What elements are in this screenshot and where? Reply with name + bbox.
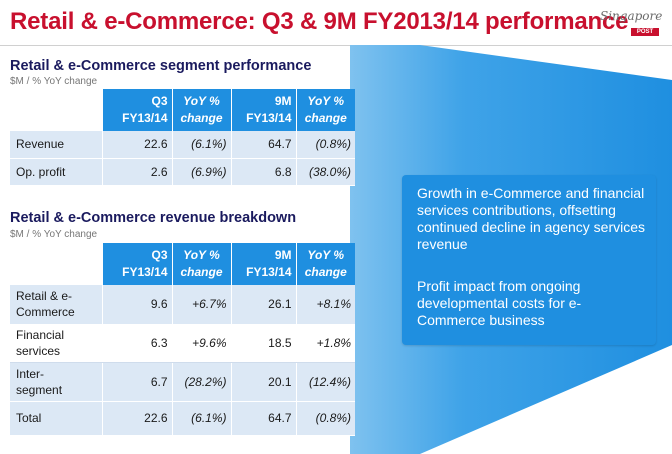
9m-yoy-value: +1.8% xyxy=(296,324,355,363)
column-header-q3: Q3 FY13/14 xyxy=(102,89,173,131)
row-label-line: Financial xyxy=(16,328,65,342)
header-blank-cell xyxy=(10,243,103,285)
column-header-line: FY13/14 xyxy=(122,265,168,279)
9m-yoy-value: (0.8%) xyxy=(296,131,355,159)
9m-yoy-value: (38.0%) xyxy=(296,158,355,186)
breakdown-section-title: Retail & e-Commerce revenue breakdown xyxy=(10,210,297,226)
title-divider xyxy=(0,45,672,46)
row-label: Total xyxy=(10,401,103,436)
q3-value: 22.6 xyxy=(102,401,173,436)
revenue-breakdown-table: Q3 FY13/14 YoY % change 9M FY13/14 YoY %… xyxy=(10,243,355,436)
q3-yoy-value: (6.9%) xyxy=(172,158,232,186)
9m-value: 64.7 xyxy=(231,131,297,159)
column-header-line: 9M xyxy=(274,94,292,108)
q3-value: 6.3 xyxy=(102,324,173,363)
column-header-line: change xyxy=(304,111,347,125)
column-header-line: YoY % xyxy=(307,248,345,262)
9m-yoy-value: (0.8%) xyxy=(296,401,355,436)
q3-yoy-value: +6.7% xyxy=(172,285,232,325)
singpost-logo: Singapore POST xyxy=(598,7,664,41)
column-header-line: change xyxy=(180,111,223,125)
segment-section-subtitle: $M / % YoY change xyxy=(10,76,98,87)
table-header-row: Q3 FY13/14 YoY % change 9M FY13/14 YoY %… xyxy=(10,89,355,131)
table-header-row: Q3 FY13/14 YoY % change 9M FY13/14 YoY %… xyxy=(10,243,355,285)
logo-post-badge: POST xyxy=(631,28,659,36)
table-row: Total 22.6 (6.1%) 64.7 (0.8%) xyxy=(10,401,355,436)
callout-paragraph-growth: Growth in e-Commerce and financial servi… xyxy=(417,185,646,252)
9m-value: 20.1 xyxy=(231,362,297,402)
column-header-9m: 9M FY13/14 xyxy=(231,243,297,285)
q3-value: 6.7 xyxy=(102,362,173,402)
column-header-q3-yoy: YoY % change xyxy=(172,89,232,131)
row-label-line: Commerce xyxy=(16,305,75,320)
table-row: Inter- segment 6.7 (28.2%) 20.1 (12.4%) xyxy=(10,362,355,402)
9m-yoy-value: (12.4%) xyxy=(296,362,355,402)
column-header-line: YoY % xyxy=(307,94,345,108)
9m-yoy-value: +8.1% xyxy=(296,285,355,325)
page-title: Retail & e-Commerce: Q3 & 9M FY2013/14 p… xyxy=(10,8,629,35)
9m-value: 64.7 xyxy=(231,401,297,436)
row-label-line: segment xyxy=(16,382,63,397)
column-header-9m: 9M FY13/14 xyxy=(231,89,297,131)
9m-value: 6.8 xyxy=(231,158,297,186)
row-label: Retail & e- Commerce xyxy=(10,285,103,325)
column-header-line: FY13/14 xyxy=(246,111,292,125)
column-header-line: YoY % xyxy=(183,248,220,262)
column-header-line: Q3 xyxy=(151,248,168,262)
q3-value: 2.6 xyxy=(102,158,173,186)
row-label-line: Retail & e- xyxy=(16,289,73,304)
header-blank-cell xyxy=(10,89,103,131)
row-label: Op. profit xyxy=(10,158,103,186)
column-header-line: YoY % xyxy=(183,94,220,108)
table-row: Retail & e- Commerce 9.6 +6.7% 26.1 +8.1… xyxy=(10,285,355,325)
row-label-line: Inter- xyxy=(16,366,45,381)
column-header-q3-yoy: YoY % change xyxy=(172,243,232,285)
column-header-q3: Q3 FY13/14 xyxy=(102,243,173,285)
column-header-line: FY13/14 xyxy=(246,265,292,279)
9m-value: 18.5 xyxy=(231,324,297,363)
column-header-line: 9M xyxy=(274,248,292,262)
row-label: Revenue xyxy=(10,131,103,159)
row-label: Inter- segment xyxy=(10,362,103,402)
q3-yoy-value: (28.2%) xyxy=(172,362,232,402)
q3-yoy-value: (6.1%) xyxy=(172,401,232,436)
segment-section-title: Retail & e-Commerce segment performance xyxy=(10,58,312,74)
breakdown-section-subtitle: $M / % YoY change xyxy=(10,229,98,240)
9m-value: 26.1 xyxy=(231,285,297,325)
column-header-9m-yoy: YoY % change xyxy=(296,89,355,131)
logo-script-text: Singapore xyxy=(600,9,663,23)
column-header-line: change xyxy=(180,265,223,279)
table-row: Revenue 22.6 (6.1%) 64.7 (0.8%) xyxy=(10,131,355,159)
column-header-line: FY13/14 xyxy=(122,111,168,125)
column-header-9m-yoy: YoY % change xyxy=(296,243,355,285)
q3-value: 22.6 xyxy=(102,131,173,159)
column-header-line: Q3 xyxy=(151,94,168,108)
q3-yoy-value: +9.6% xyxy=(172,324,232,363)
table-row: Op. profit 2.6 (6.9%) 6.8 (38.0%) xyxy=(10,158,355,186)
segment-performance-table: Q3 FY13/14 YoY % change 9M FY13/14 YoY %… xyxy=(10,89,355,186)
row-label-line: services xyxy=(16,344,61,358)
q3-yoy-value: (6.1%) xyxy=(172,131,232,159)
row-label: Financial services xyxy=(10,324,103,363)
callout-paragraph-profit: Profit impact from ongoing developmental… xyxy=(417,278,582,328)
q3-value: 9.6 xyxy=(102,285,173,325)
key-takeaways-callout: Growth in e-Commerce and financial servi… xyxy=(402,175,656,345)
column-header-line: change xyxy=(304,265,347,279)
table-row: Financial services 6.3 +9.6% 18.5 +1.8% xyxy=(10,324,355,363)
